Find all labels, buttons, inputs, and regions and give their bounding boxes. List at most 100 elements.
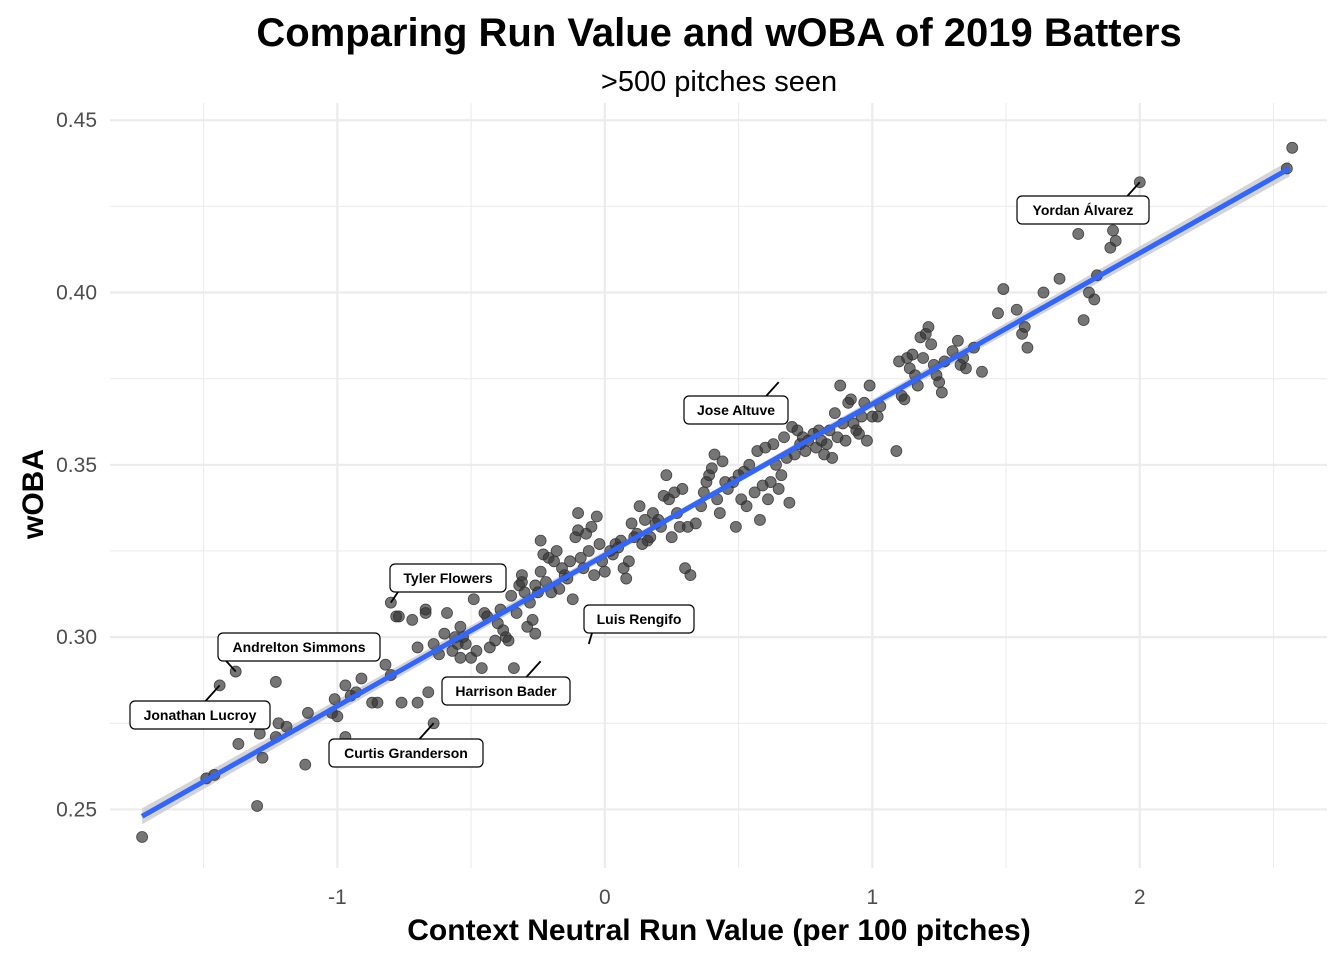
label-box <box>1016 195 1150 225</box>
data-point <box>778 431 790 444</box>
label-text: Harrison Bader <box>455 683 557 699</box>
data-point <box>951 334 964 347</box>
chart-title: Comparing Run Value and wOBA of 2019 Bat… <box>256 11 1181 55</box>
data-point <box>917 352 930 364</box>
data-point <box>441 607 453 619</box>
label-connector <box>525 660 542 678</box>
data-point <box>799 445 812 457</box>
data-point <box>1018 321 1031 333</box>
point-label: Yordan Álvarez <box>1016 181 1150 225</box>
data-point <box>269 676 282 688</box>
data-point <box>997 283 1010 295</box>
data-point <box>898 393 911 406</box>
y-tick-label: 0.30 <box>56 626 97 649</box>
data-point <box>861 434 873 447</box>
data-point <box>593 538 606 550</box>
data-point <box>299 758 312 771</box>
data-point <box>251 800 264 812</box>
trend-line-group <box>140 166 1291 819</box>
data-point <box>1021 341 1034 354</box>
data-point <box>529 627 542 640</box>
point-labels: Yordan Álvarez Jose Altuve Tyler Flowers Lu… <box>129 181 1150 768</box>
data-point <box>253 727 266 740</box>
data-point <box>633 500 646 513</box>
y-tick-label: 0.25 <box>56 798 97 821</box>
data-point <box>820 438 833 451</box>
data-point <box>705 462 718 475</box>
label-connector <box>765 381 780 397</box>
data-point <box>411 696 424 709</box>
label-box <box>217 632 381 662</box>
data-point <box>729 520 742 533</box>
label-connector <box>418 722 435 740</box>
y-tick-label: 0.45 <box>56 109 97 132</box>
data-point <box>454 620 467 633</box>
data-point <box>1010 303 1023 316</box>
data-point <box>922 321 935 333</box>
data-point <box>620 572 633 585</box>
label-text: Jonathan Lucroy <box>144 707 257 723</box>
x-tick-label: 1 <box>866 886 878 909</box>
label-box <box>129 700 271 730</box>
data-point <box>459 638 472 650</box>
data-point <box>740 500 753 513</box>
data-point <box>598 565 611 578</box>
label-text: Tyler Flowers <box>403 570 492 586</box>
data-point <box>302 707 314 719</box>
data-point <box>582 545 595 557</box>
data-point <box>890 445 903 457</box>
data-point <box>960 362 972 375</box>
data-point <box>566 593 579 606</box>
data-point <box>748 486 761 499</box>
data-point <box>526 613 539 626</box>
data-point <box>754 514 766 526</box>
data-point <box>783 496 796 509</box>
data-point <box>689 517 702 530</box>
data-point <box>392 610 405 623</box>
data-point <box>395 696 408 709</box>
label-connector <box>225 660 237 673</box>
data-point <box>467 593 480 606</box>
label-box <box>389 563 507 593</box>
trend-line <box>140 166 1291 819</box>
point-label: Harrison Bader <box>441 660 571 706</box>
label-box <box>583 604 695 634</box>
data-point <box>406 613 419 626</box>
data-point <box>906 348 919 361</box>
data-point <box>1109 234 1122 247</box>
data-point <box>871 410 884 423</box>
data-point <box>762 493 774 506</box>
data-point <box>411 641 424 654</box>
data-point <box>775 469 788 482</box>
chart-subtitle: >500 pitches seen <box>601 66 837 98</box>
tick-labels: 0.25 0.30 0.35 0.40 0.45 -1 0 1 2 <box>56 109 1145 909</box>
label-text: Luis Rengifo <box>597 611 682 627</box>
data-point <box>853 427 865 440</box>
data-point <box>828 407 841 420</box>
data-point <box>564 555 576 568</box>
data-point <box>1107 224 1119 237</box>
label-connector <box>204 684 221 702</box>
data-point <box>1053 272 1066 285</box>
x-tick-label: 2 <box>1134 886 1146 909</box>
data-point <box>925 338 938 351</box>
label-text: Andrelton Simmons <box>232 639 365 655</box>
label-text: Yordan Álvarez <box>1033 202 1134 218</box>
data-point <box>684 569 697 581</box>
data-point <box>764 476 777 488</box>
label-box <box>683 395 789 425</box>
data-point <box>1077 314 1090 326</box>
data-point <box>1286 141 1299 154</box>
point-label: Jose Altuve <box>683 381 789 425</box>
data-point <box>470 645 483 657</box>
data-point <box>743 458 756 471</box>
data-point <box>834 379 847 392</box>
data-point <box>328 693 341 706</box>
data-point <box>767 438 780 451</box>
y-axis-title: wOBA <box>17 449 50 540</box>
data-point <box>507 662 520 675</box>
data-point <box>588 569 601 581</box>
x-tick-label: 0 <box>599 886 611 909</box>
data-point <box>422 686 435 699</box>
data-point <box>331 710 344 723</box>
